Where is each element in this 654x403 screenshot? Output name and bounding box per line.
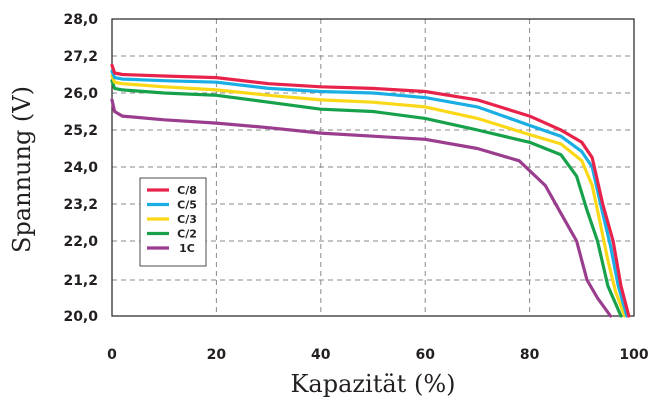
series-lines xyxy=(110,63,631,318)
legend-label: C/8 xyxy=(177,184,197,197)
series-line xyxy=(110,74,627,318)
series-line xyxy=(110,79,623,318)
x-tick-label: 40 xyxy=(311,347,331,363)
y-tick-label: 20,0 xyxy=(63,309,98,325)
y-tick-label: 22,0 xyxy=(63,234,98,250)
legend-label: 1C xyxy=(179,242,195,255)
x-tick-label: 80 xyxy=(520,347,540,363)
y-tick-labels: 20,0 21,2 22,0 23,2 24,0 25,2 26,0 27,2 28,0 xyxy=(63,12,98,325)
y-axis-label: Spannung (V) xyxy=(8,86,36,253)
y-tick-label: 27,2 xyxy=(63,49,98,65)
y-tick-label: 23,2 xyxy=(63,197,98,213)
x-tick-label: 60 xyxy=(415,347,435,363)
series-line xyxy=(110,63,631,318)
series-line xyxy=(110,69,629,318)
x-tick-label: 100 xyxy=(619,347,648,363)
legend-label: C/2 xyxy=(177,228,197,241)
y-tick-label: 21,2 xyxy=(63,273,98,289)
plot-frame xyxy=(111,18,635,317)
grid xyxy=(112,19,634,316)
legend-label: C/3 xyxy=(177,213,197,226)
y-tick-label: 24,0 xyxy=(63,160,98,176)
legend: C/8 C/5C/3 C/21C xyxy=(139,177,207,267)
y-tick-label: 28,0 xyxy=(63,12,98,28)
legend-box xyxy=(139,177,207,267)
x-axis-label: Kapazität (%) xyxy=(291,370,456,398)
y-tick-label: 25,2 xyxy=(63,123,98,139)
series-line xyxy=(110,98,613,318)
x-tick-label: 20 xyxy=(207,347,227,363)
x-tick-label: 0 xyxy=(107,347,117,363)
legend-label: C/5 xyxy=(177,199,197,212)
x-tick-labels: 0 20 40 60 80 100 xyxy=(107,347,649,363)
y-tick-label: 26,0 xyxy=(63,86,98,102)
